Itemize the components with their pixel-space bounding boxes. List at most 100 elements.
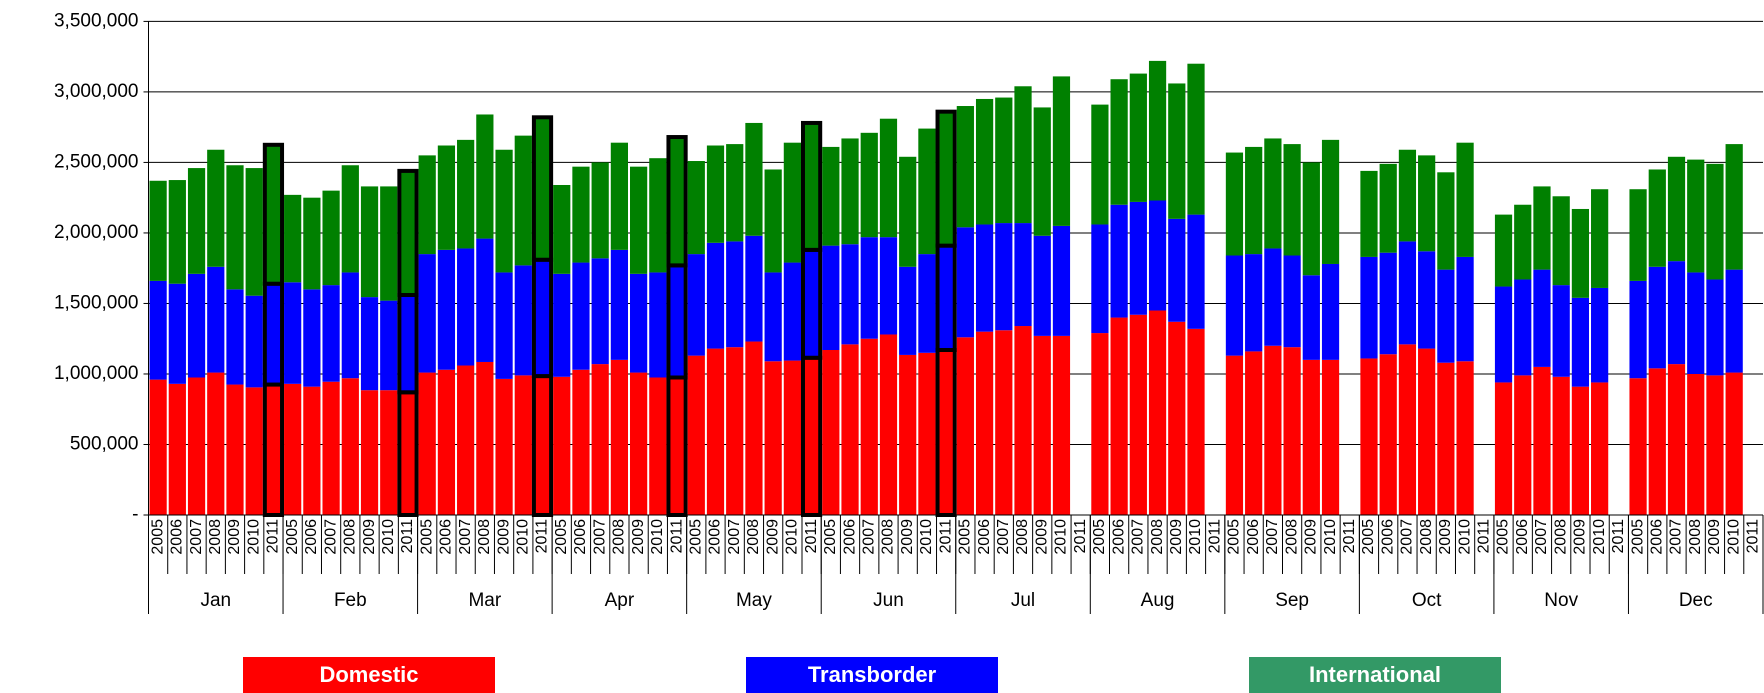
bar-segment [531,257,554,379]
x-subtick-label: 2005 [1360,519,1377,555]
bar-segment [879,237,898,335]
x-tick-label: Apr [605,590,635,611]
bar-segment [262,142,285,286]
bar-segment [1283,255,1301,348]
bar-segment [1110,204,1128,318]
bar-segment [1091,104,1109,225]
bar-segment [1302,162,1320,276]
bar-segment [649,272,667,378]
bar-segment [531,115,554,262]
bar-segment [879,118,898,238]
x-subtick-label: 2011 [803,519,820,554]
x-subtick-label: 2005 [1226,519,1243,555]
bar-segment [783,360,801,515]
bar-segment [1283,347,1301,515]
bar-segment [187,377,206,515]
bar-segment [841,244,859,345]
bar-segment [1110,79,1128,205]
x-subtick-label: 2006 [572,519,589,555]
x-subtick-label: 2007 [188,519,205,555]
bar-segment [822,245,840,350]
x-subtick-label: 2010 [784,519,801,555]
bar-segment [764,169,782,273]
bar-segment [1706,279,1724,376]
x-subtick-label: 2009 [764,519,781,555]
legend-swatch [243,657,495,693]
bar-segment [262,382,285,518]
x-subtick-label: 2009 [1168,519,1185,555]
bar-segment [245,387,263,515]
bar-segment [918,352,936,515]
bar-segment [1648,266,1666,369]
bar-segment [187,273,206,378]
bar-segment [397,292,419,395]
bar-segment [1264,345,1282,515]
x-subtick-label: 2006 [1514,519,1531,555]
x-subtick-label: 2008 [1687,519,1704,555]
bar-segment [1129,201,1147,315]
bar-segment [1706,163,1724,280]
bar-segment [1706,375,1724,515]
bar-segment [437,249,456,370]
bar-segment [284,282,302,384]
y-tick-label: 1,500,000 [54,292,139,313]
x-subtick-label: 2007 [860,519,877,555]
x-subtick-label: 2011 [1206,519,1223,554]
bar-segment [1514,279,1532,376]
bar-segment [514,135,532,266]
bar-segment [168,283,186,384]
bar-segment [1379,354,1397,515]
bar-segment [262,281,285,387]
bar-segment [1533,186,1551,270]
y-tick-label: 2,000,000 [54,222,139,243]
x-subtick-label: 2006 [707,519,724,555]
bar-segment [1360,358,1378,515]
x-subtick-label: 2005 [418,519,435,555]
x-subtick-label: 2008 [880,519,897,555]
bar-segment [975,98,994,225]
bar-segment [572,369,590,515]
x-subtick-label: 2009 [630,519,647,555]
bar-segment [1245,351,1263,515]
bar-segment [553,273,571,377]
bar-segment [531,374,554,517]
x-subtick-label: 2009 [899,519,916,555]
bar-segment [380,186,398,301]
x-subtick-label: 2009 [1572,519,1589,555]
bar-segment [341,378,359,515]
x-subtick-label: 2011 [534,519,551,554]
x-subtick-label: 2008 [476,519,493,555]
bar-segment [706,348,725,515]
bar-segment [284,194,302,283]
bar-segment [1110,317,1128,515]
bar-segment [1148,310,1167,515]
bar-segment [666,135,688,268]
legend-label: Domestic [319,662,418,687]
bar-segment [303,386,321,515]
bar-segment [1052,76,1071,226]
bar-segment [418,254,436,373]
bar-segment [745,235,763,342]
bar-segment [1014,223,1032,327]
x-subtick-label: 2011 [937,519,954,554]
x-subtick-label: 2005 [822,519,839,555]
bar-segment [1418,251,1436,349]
bar-segment [1321,263,1340,360]
bar-segment [1033,107,1051,236]
x-subtick-label: 2008 [611,519,628,555]
bar-segment [1052,225,1071,336]
bar-segment [764,272,782,362]
x-subtick-label: 2009 [495,519,512,555]
bar-segment [1033,235,1051,336]
legend-label: Transborder [808,662,937,687]
bar-segment [995,97,1013,224]
bar-segment [1456,256,1474,362]
y-tick-label: 3,000,000 [54,81,139,102]
x-subtick-label: 2009 [1303,519,1320,555]
bar-segment [1148,200,1167,311]
bar-segment [745,341,763,515]
bar-segment [800,247,823,360]
bar-segment [207,372,225,515]
bar-segment [1052,335,1071,515]
bar-segment [495,272,513,379]
